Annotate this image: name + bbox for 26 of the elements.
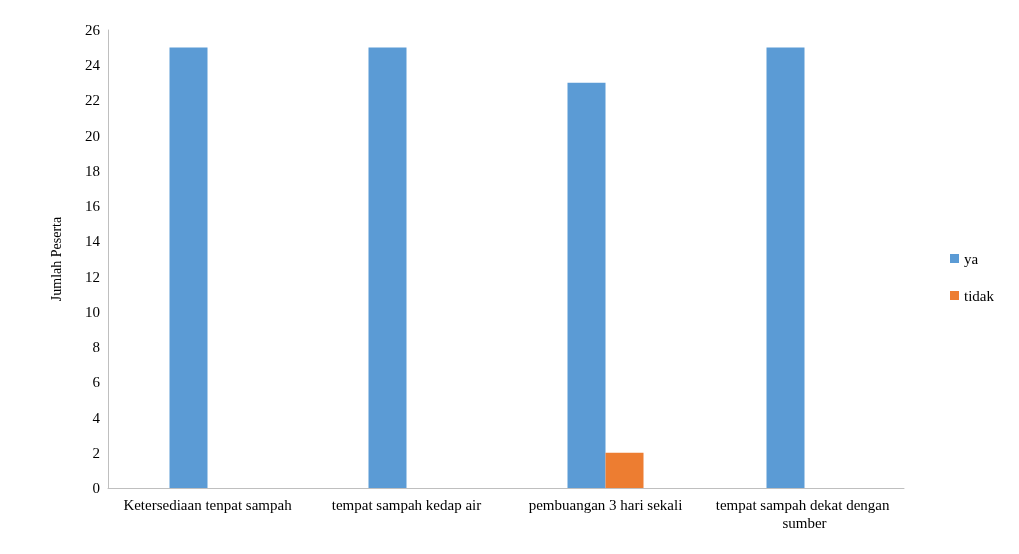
y-tick-label: 10: [85, 303, 100, 320]
y-tick-label: 20: [85, 127, 100, 144]
y-axis-title: Jumlah Peserta: [48, 216, 64, 302]
y-tick-label: 8: [92, 339, 100, 356]
y-tick-label: 2: [92, 444, 100, 461]
y-tick-label: 24: [85, 57, 101, 74]
bar: [567, 82, 606, 488]
y-tick-label: 16: [85, 198, 101, 215]
x-tick-label: tempat sampah kedap air: [331, 497, 482, 513]
bar: [169, 47, 208, 488]
y-tick-label: 12: [85, 268, 100, 285]
y-tick-label: 4: [92, 409, 101, 426]
legend-label: tidak: [964, 287, 995, 304]
x-tick-label: tempat sampah dekat dengan sumber: [715, 497, 894, 531]
y-tick-label: 6: [92, 374, 101, 391]
x-tick-label: Ketersediaan tenpat sampah: [123, 497, 293, 513]
y-tick-label: 26: [85, 22, 101, 38]
bar: [605, 452, 644, 488]
bar: [766, 47, 805, 488]
y-tick-label: 22: [85, 92, 100, 109]
y-tick-label: 14: [85, 233, 101, 250]
y-tick-label: 18: [85, 162, 100, 179]
bar: [368, 47, 407, 488]
y-tick-label: 0: [92, 480, 100, 496]
legend-label: ya: [964, 250, 979, 267]
x-tick-label: pembuangan 3 hari sekali: [528, 497, 683, 513]
